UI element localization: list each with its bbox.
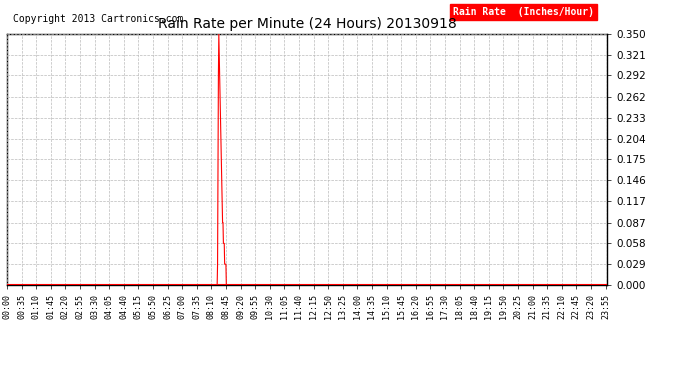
Title: Rain Rate per Minute (24 Hours) 20130918: Rain Rate per Minute (24 Hours) 20130918 [158, 17, 456, 31]
Text: Rain Rate  (Inches/Hour): Rain Rate (Inches/Hour) [453, 8, 593, 17]
Text: Copyright 2013 Cartronics.com: Copyright 2013 Cartronics.com [13, 13, 184, 24]
